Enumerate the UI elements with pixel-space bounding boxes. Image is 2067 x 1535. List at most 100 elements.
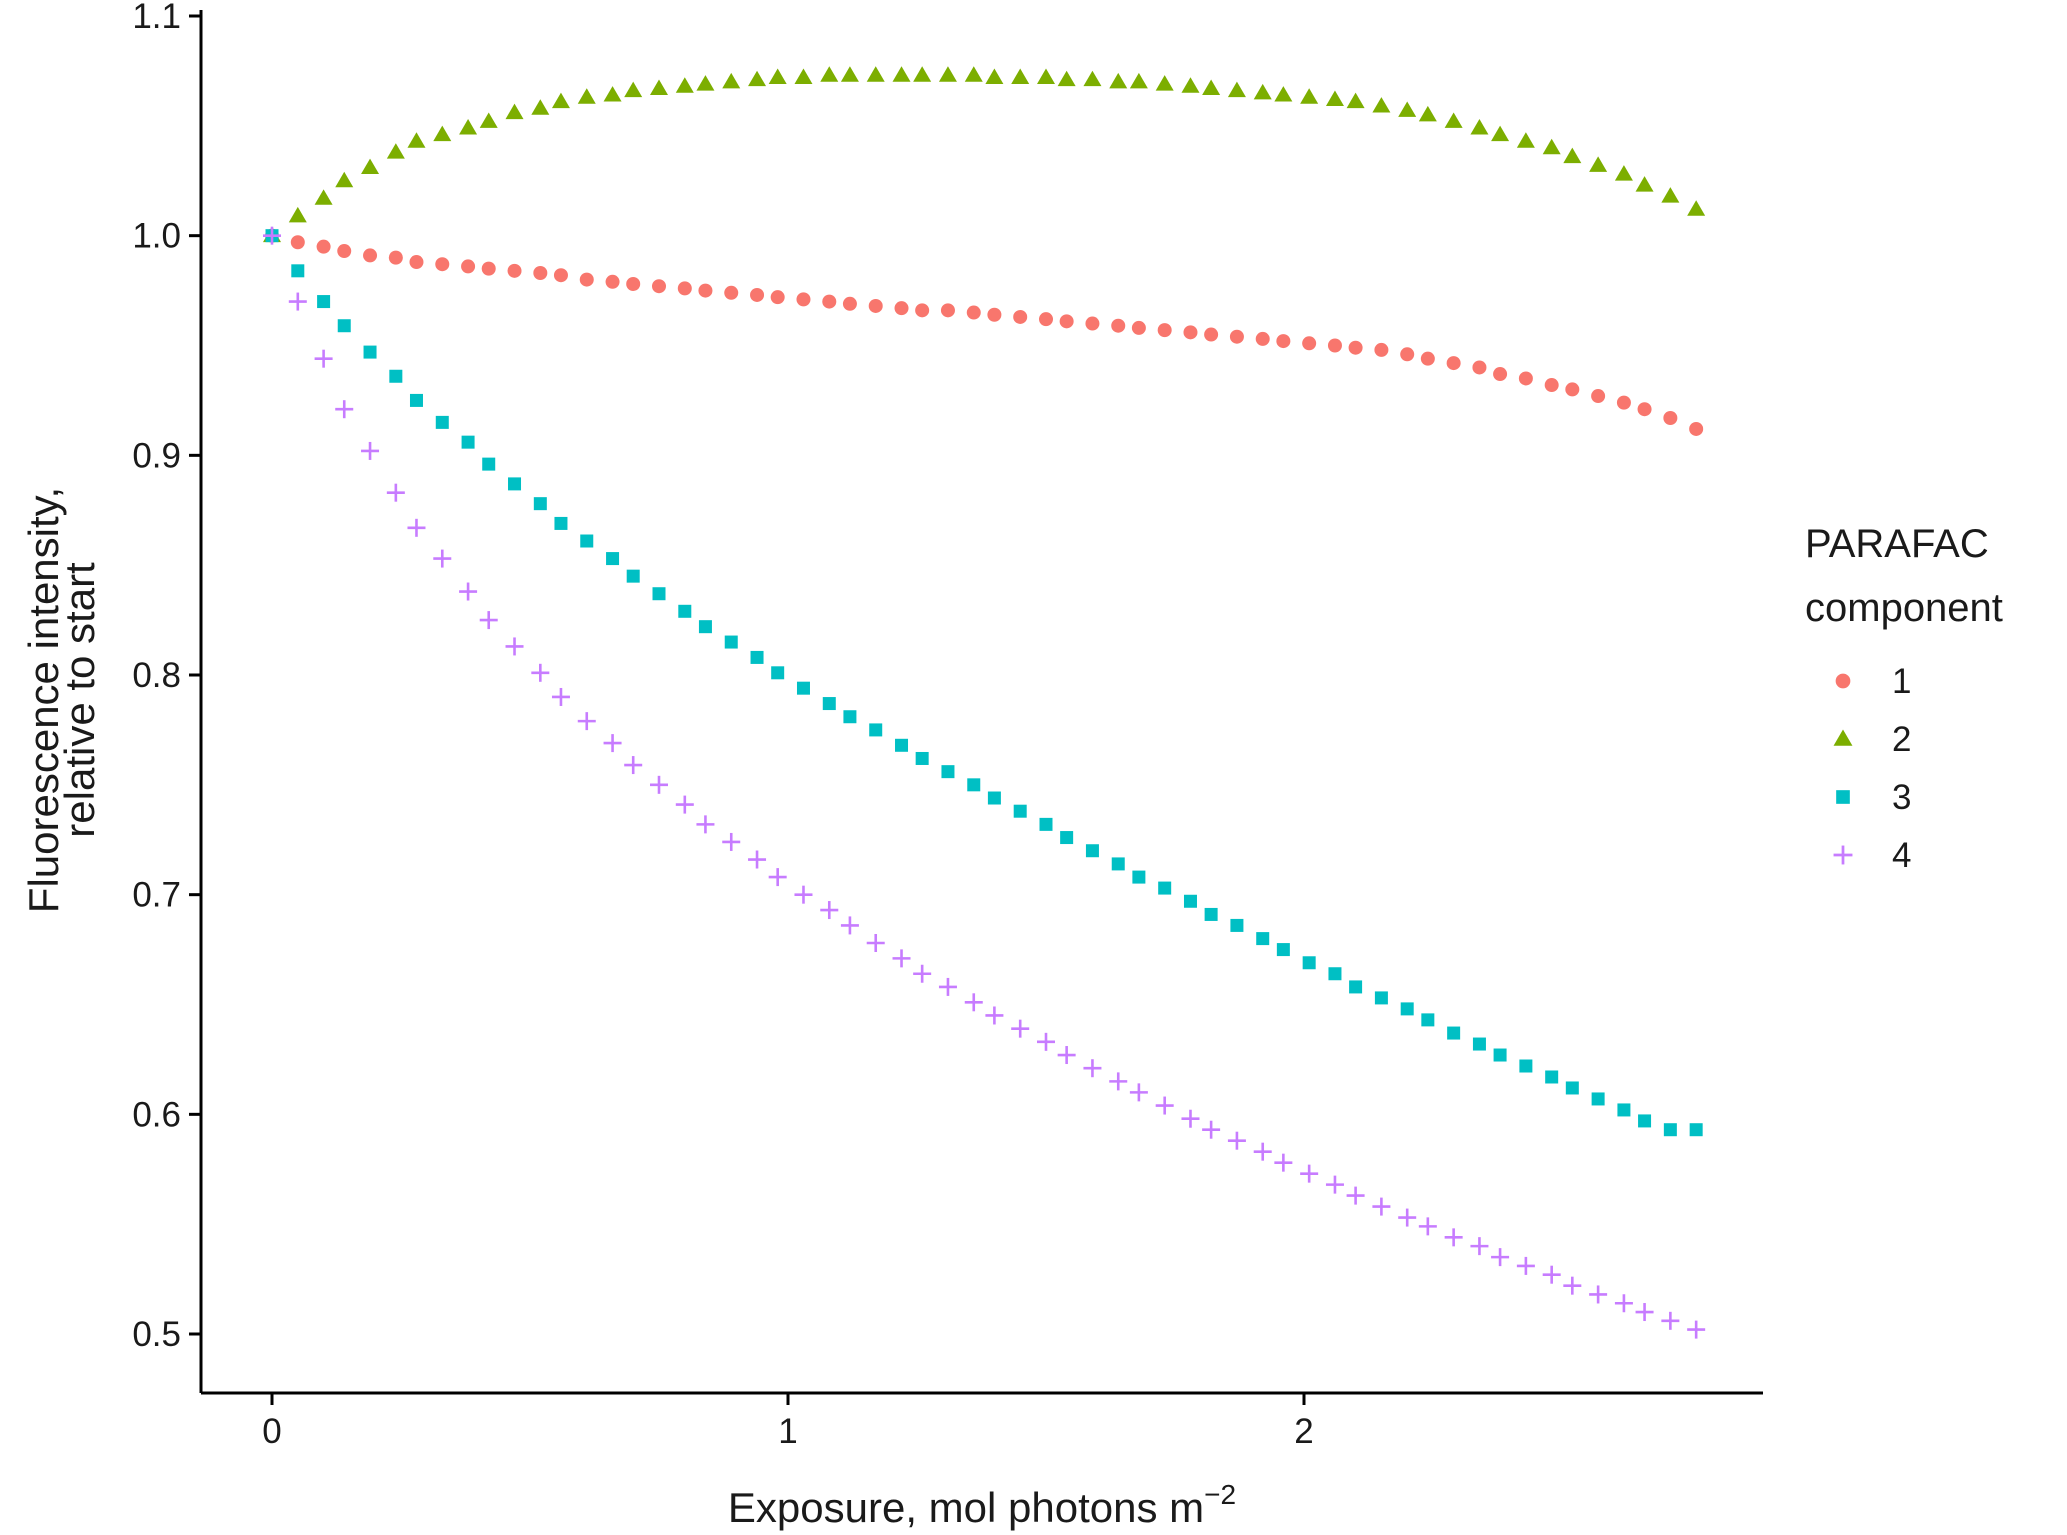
point-series-2-24 [840,66,859,82]
point-series-4-35 [1109,1072,1128,1091]
point-series-1-13 [579,272,594,287]
point-series-1-11 [533,266,548,281]
point-series-1-27 [915,303,930,318]
point-series-3-50 [1472,1037,1486,1051]
point-series-1-50 [1472,360,1487,375]
point-series-2-43 [1300,88,1319,104]
point-series-3-40 [1230,918,1244,932]
point-series-2-58 [1661,187,1680,203]
point-series-4-12 [551,687,570,706]
point-series-1-54 [1565,382,1580,397]
point-series-4-10 [505,637,524,656]
point-series-4-7 [433,549,452,568]
point-series-1-18 [698,283,713,298]
point-series-3-45 [1349,980,1363,994]
point-series-2-17 [675,77,694,93]
point-series-3-21 [771,666,785,680]
point-series-4-23 [820,901,839,920]
point-series-1-34 [1085,316,1100,331]
point-series-2-32 [1037,68,1055,84]
point-series-2-38 [1181,77,1200,93]
point-series-1-31 [1013,309,1028,324]
point-series-4-40 [1227,1131,1246,1150]
point-series-4-31 [1011,1019,1030,1038]
point-series-4-24 [840,916,859,935]
point-series-1-30 [987,307,1002,322]
point-series-4-53 [1542,1265,1561,1284]
point-series-2-18 [696,75,715,91]
legend: PARAFAC component 1 2 3 4 [1805,522,2003,875]
point-series-4-1 [288,292,307,311]
legend-key-4 [1833,845,1853,865]
point-series-4-15 [624,756,643,775]
point-series-1-43 [1302,336,1317,351]
point-series-4-32 [1037,1032,1055,1051]
point-series-1-3 [337,244,352,259]
point-series-4-20 [748,850,767,869]
point-series-1-57 [1637,402,1652,417]
point-series-3-39 [1204,907,1218,921]
point-series-3-4 [363,345,377,359]
point-series-3-3 [337,319,351,333]
point-series-3-16 [652,587,666,601]
point-series-2-3 [335,171,354,188]
point-series-3-46 [1374,991,1388,1005]
point-series-2-40 [1227,81,1246,98]
point-series-3-1 [291,264,305,278]
point-series-1-12 [553,268,568,283]
point-series-2-7 [433,125,452,142]
point-series-3-5 [389,369,403,383]
point-series-3-13 [580,534,594,548]
point-series-2-1 [288,206,307,223]
point-series-3-9 [482,457,496,471]
y-axis-title-line-2: relative to start [56,562,103,838]
point-series-2-35 [1109,72,1128,89]
point-series-2-47 [1398,101,1417,117]
point-series-2-30 [985,68,1004,84]
point-series-1-49 [1446,356,1461,371]
point-series-3-22 [796,681,810,695]
point-series-4-19 [722,832,741,851]
point-series-4-4 [361,441,380,460]
point-series-2-25 [866,66,885,82]
point-series-3-41 [1256,932,1270,946]
point-series-4-54 [1563,1276,1582,1295]
point-series-3-6 [409,393,423,407]
point-series-3-26 [895,738,909,752]
axes [199,10,1763,1395]
point-series-3-30 [987,791,1001,805]
point-series-3-38 [1183,894,1197,908]
point-series-3-27 [915,751,929,765]
point-series-1-19 [724,285,739,300]
point-series-3-44 [1328,967,1342,981]
point-series-1-48 [1420,351,1435,366]
point-series-1-1 [290,235,305,250]
point-series-1-59 [1689,421,1704,436]
point-series-1-22 [796,292,811,307]
point-series-1-8 [461,259,476,274]
point-series-4-56 [1614,1294,1633,1313]
legend-title-line-1: PARAFAC [1805,522,1989,566]
point-series-3-19 [724,635,738,649]
point-series-2-41 [1253,83,1272,100]
point-series-2-42 [1274,86,1293,102]
x-tick-label-0: 0 [262,1412,281,1451]
point-series-4-37 [1155,1096,1174,1115]
point-series-4-38 [1181,1109,1200,1128]
legend-key-1 [1835,673,1851,689]
point-series-2-31 [1011,68,1030,84]
point-series-4-50 [1470,1237,1489,1256]
legend-label-4: 4 [1892,836,1911,875]
point-series-3-28 [941,765,955,779]
point-series-1-58 [1663,410,1678,425]
x-axis-title-superscript: −2 [1204,1479,1236,1510]
point-series-3-24 [843,710,857,724]
x-axis-title: Exposure, mol photons m−2 [728,1479,1236,1531]
point-series-4-25 [866,933,885,952]
point-series-2-29 [964,66,983,82]
point-series-3-48 [1421,1013,1435,1027]
point-series-3-14 [606,552,620,566]
point-series-2-10 [505,103,524,120]
point-series-4-17 [675,795,694,814]
point-series-3-2 [317,295,331,309]
